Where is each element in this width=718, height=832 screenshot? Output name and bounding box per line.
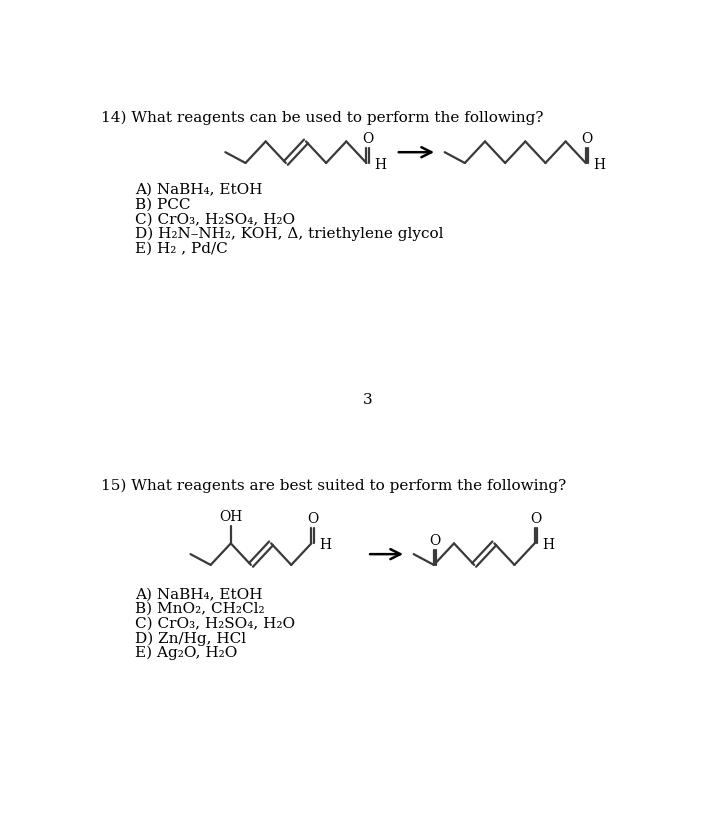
Text: O: O [307, 513, 318, 527]
Text: E) H₂ , Pd/C: E) H₂ , Pd/C [135, 241, 228, 255]
Text: H: H [542, 538, 554, 552]
Text: C) CrO₃, H₂SO₄, H₂O: C) CrO₃, H₂SO₄, H₂O [135, 617, 295, 631]
Text: H: H [319, 538, 331, 552]
Text: H: H [374, 157, 386, 171]
Text: 3: 3 [363, 394, 373, 407]
Text: B) PCC: B) PCC [135, 198, 190, 211]
Text: 14) What reagents can be used to perform the following?: 14) What reagents can be used to perform… [101, 111, 543, 125]
Text: B) MnO₂, CH₂Cl₂: B) MnO₂, CH₂Cl₂ [135, 602, 264, 616]
Text: O: O [429, 534, 441, 548]
Text: C) CrO₃, H₂SO₄, H₂O: C) CrO₃, H₂SO₄, H₂O [135, 212, 295, 226]
Text: D) H₂N–NH₂, KOH, Δ, triethylene glycol: D) H₂N–NH₂, KOH, Δ, triethylene glycol [135, 227, 443, 241]
Text: A) NaBH₄, EtOH: A) NaBH₄, EtOH [135, 183, 262, 197]
Text: O: O [530, 513, 541, 527]
Text: H: H [594, 157, 605, 171]
Text: 15) What reagents are best suited to perform the following?: 15) What reagents are best suited to per… [101, 478, 566, 493]
Text: E) Ag₂O, H₂O: E) Ag₂O, H₂O [135, 646, 237, 660]
Text: O: O [362, 132, 373, 146]
Text: A) NaBH₄, EtOH: A) NaBH₄, EtOH [135, 587, 262, 602]
Text: OH: OH [219, 510, 243, 524]
Text: O: O [582, 132, 592, 146]
Text: D) Zn/Hg, HCl: D) Zn/Hg, HCl [135, 631, 246, 646]
